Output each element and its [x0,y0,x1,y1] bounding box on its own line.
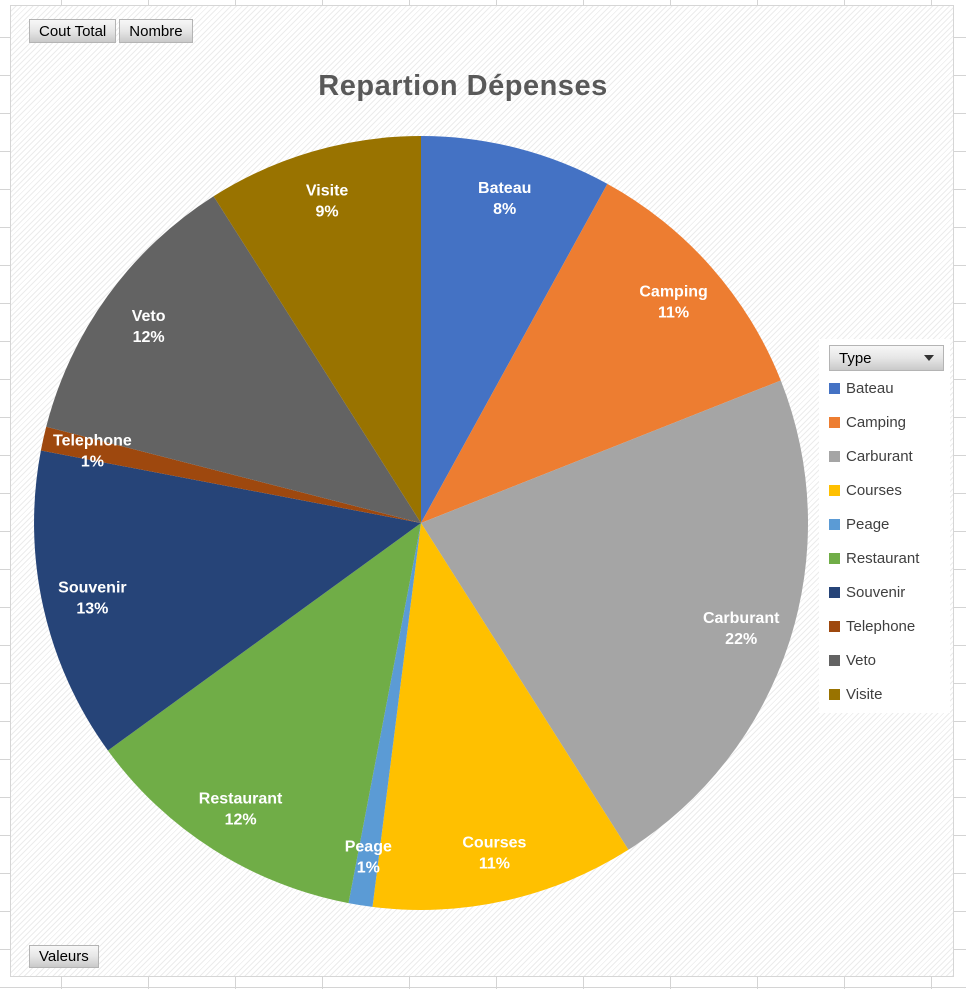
pie-slice-veto[interactable] [46,196,421,523]
pie-slice-camping[interactable] [421,183,781,523]
chevron-down-icon [924,355,934,361]
pie-slice-souvenir[interactable] [34,450,422,751]
legend-label: Courses [846,481,902,499]
pie-slice-bateau[interactable] [421,136,608,523]
legend-item[interactable]: Peage [829,507,950,541]
legend-field-button-label: Type [839,349,872,367]
data-label-courses: Courses 11% [462,835,526,873]
legend-list: Bateau Camping Carburant Courses Peage R… [829,371,950,711]
legend-swatch [829,620,840,632]
legend-item[interactable]: Bateau [829,371,950,405]
legend-swatch [829,416,840,428]
legend-item[interactable]: Telephone [829,609,950,643]
legend-item[interactable]: Visite [829,677,950,711]
legend-swatch [829,654,840,666]
legend-panel: Type Bateau Camping Carburant Courses Pe… [819,339,950,713]
data-label-camping: Camping 11% [639,283,707,321]
legend-swatch [829,450,840,462]
legend-swatch [829,518,840,530]
legend-label: Restaurant [846,549,920,567]
data-label-telephone: Telephone 1% [53,433,132,471]
data-label-veto: Veto 12% [132,308,166,346]
data-label-visite: Visite 9% [306,183,349,221]
legend-swatch [829,688,840,700]
pie-slice-visite[interactable] [213,135,421,523]
legend-item[interactable]: Camping [829,405,950,439]
legend-label: Telephone [846,617,916,635]
legend-label: Carburant [846,447,913,465]
field-button-nombre[interactable]: Nombre [119,19,193,43]
legend-label: Visite [846,685,883,703]
data-label-peage: Peage 1% [345,839,392,877]
legend-label: Peage [846,515,890,533]
legend-label: Camping [846,413,907,431]
pie-slice-peage[interactable] [348,523,422,907]
field-button-cout-total[interactable]: Cout Total [29,19,117,43]
legend-field-button-type[interactable]: Type [829,345,944,371]
legend-item[interactable]: Carburant [829,439,950,473]
legend-swatch [829,484,840,496]
legend-item[interactable]: Courses [829,473,950,507]
legend-item[interactable]: Restaurant [829,541,950,575]
field-button-valeurs[interactable]: Valeurs [29,945,99,968]
legend-label: Souvenir [846,583,906,601]
legend-label: Bateau [846,379,894,397]
legend-swatch [829,382,840,394]
data-label-bateau: Bateau 8% [478,180,531,218]
legend-swatch [829,586,840,598]
data-label-souvenir: Souvenir 13% [58,579,126,617]
legend-item[interactable]: Souvenir [829,575,950,609]
chart-title[interactable]: Repartion Dépenses [318,70,608,102]
legend-label: Veto [846,651,877,669]
pivot-chart-area[interactable]: Cout Total Nombre Repartion Dépenses Bat… [10,5,954,977]
data-label-restaurant: Restaurant 12% [199,790,283,828]
legend-swatch [829,552,840,564]
data-label-carburant: Carburant 22% [703,610,780,648]
pie-slice-carburant[interactable] [421,380,809,850]
pie-chart[interactable]: Bateau 8% Camping 11% Carburant 22% Courses 11%… [11,6,955,978]
legend-item[interactable]: Veto [829,643,950,677]
pie-slice-courses[interactable] [372,523,629,910]
pie-slice-telephone[interactable] [40,426,422,523]
value-field-buttons: Cout Total Nombre [29,19,193,43]
pie-slice-restaurant[interactable] [107,523,422,904]
